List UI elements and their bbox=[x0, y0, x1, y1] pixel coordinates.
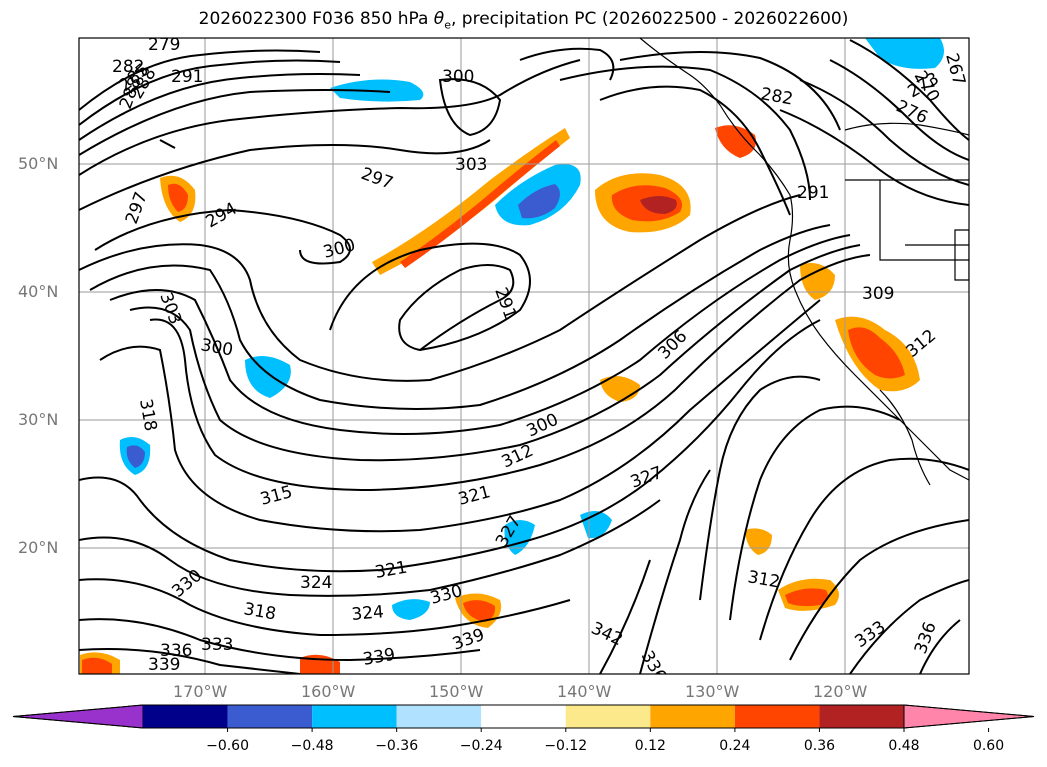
plot-frame bbox=[78, 37, 970, 675]
precip-negative-west-core bbox=[126, 445, 145, 468]
contour-label: 303 bbox=[455, 155, 487, 175]
colorbar-segment bbox=[565, 705, 651, 728]
precip-positive-sub2-core bbox=[463, 600, 496, 622]
colorbar-segment bbox=[481, 705, 566, 728]
precip-shading bbox=[80, 38, 944, 674]
colorbar-segment bbox=[396, 705, 482, 728]
precip-negative-nw bbox=[865, 38, 944, 69]
colorbar-label: 0.60 bbox=[972, 738, 1005, 754]
longitude-tick-label: 140°W bbox=[557, 682, 612, 701]
longitude-tick-label: 170°W bbox=[173, 682, 228, 701]
plot-area: 279 282 285 288 291 297 300 303 294 300 … bbox=[79, 35, 969, 675]
colorbar-label: −0.24 bbox=[459, 738, 503, 754]
contour-label: 324 bbox=[351, 602, 385, 625]
colorbar-segment bbox=[734, 705, 820, 728]
graticule bbox=[79, 38, 969, 674]
colorbar-outline bbox=[12, 704, 1035, 729]
colorbar-label: −0.48 bbox=[290, 738, 334, 754]
precip-positive-east bbox=[800, 262, 835, 300]
precip-positive-west-core bbox=[168, 183, 188, 212]
precip-positive-band bbox=[372, 128, 570, 275]
latitude-tick-label: 50°N bbox=[18, 154, 59, 173]
precip-negative-mid bbox=[245, 356, 291, 398]
precip-negative-blob-core bbox=[518, 184, 560, 219]
longitude-tick-label: 130°W bbox=[685, 682, 740, 701]
precip-positive-sub1-core bbox=[785, 588, 828, 607]
colorbar-label: 0.48 bbox=[888, 738, 920, 754]
colorbar-segment bbox=[227, 705, 313, 728]
colorbar-label: 0.36 bbox=[803, 738, 836, 754]
colorbar-label: −0.60 bbox=[206, 738, 249, 754]
contour-label: 291 bbox=[797, 183, 829, 203]
colorbar-label: −0.12 bbox=[544, 738, 588, 754]
theta-e-contours bbox=[79, 39, 969, 674]
longitude-tick-label: 160°W bbox=[301, 682, 356, 701]
latitude-tick-label: 20°N bbox=[18, 538, 59, 557]
precip-positive-band-core bbox=[400, 140, 560, 268]
longitude-tick-label: 150°W bbox=[429, 682, 484, 701]
precip-positive-ak bbox=[715, 125, 756, 158]
colorbar-label: 0.24 bbox=[719, 738, 751, 754]
colorbar bbox=[12, 704, 1035, 732]
contour-label: 309 bbox=[862, 284, 894, 304]
colorbar-extend-min bbox=[12, 704, 144, 729]
colorbar-extend-max bbox=[903, 704, 1035, 729]
contour-label: 333 bbox=[201, 635, 233, 655]
contour-label: 339 bbox=[148, 655, 180, 675]
precip-positive-cal-core bbox=[848, 327, 905, 379]
contour-label: 324 bbox=[300, 573, 332, 593]
longitude-tick-label: 120°W bbox=[813, 682, 868, 701]
precip-negative-s bbox=[504, 520, 535, 555]
colorbar-segment bbox=[650, 705, 735, 728]
colorbar-segment bbox=[143, 705, 228, 728]
precip-positive-sub3-core bbox=[82, 657, 112, 674]
precip-negative-sw bbox=[392, 599, 430, 620]
precip-positive-blob-peak bbox=[640, 196, 677, 214]
map-title: 2026022300 F036 850 hPa θe, precipitatio… bbox=[198, 9, 849, 32]
contour-label: 291 bbox=[171, 67, 203, 87]
colorbar-segment bbox=[312, 705, 397, 728]
coastline bbox=[639, 38, 969, 486]
latitude-tick-label: 40°N bbox=[18, 282, 59, 301]
colorbar-label: −0.36 bbox=[375, 738, 419, 754]
contour-label: 279 bbox=[148, 35, 180, 55]
colorbar-segment bbox=[819, 705, 904, 728]
contour-label: 336 bbox=[160, 641, 192, 661]
colorbar-label: 0.12 bbox=[634, 738, 666, 754]
latitude-tick-label: 30°N bbox=[18, 410, 59, 429]
contour-label: 300 bbox=[442, 67, 474, 87]
contour-label: 282 bbox=[112, 57, 144, 77]
